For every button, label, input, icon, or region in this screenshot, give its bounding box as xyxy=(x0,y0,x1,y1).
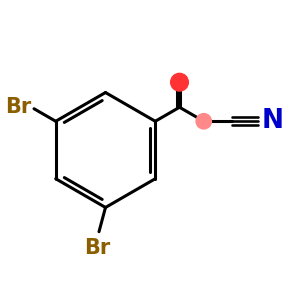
Text: Br: Br xyxy=(84,238,111,258)
Text: Br: Br xyxy=(5,97,31,117)
Circle shape xyxy=(171,74,188,91)
Text: N: N xyxy=(262,108,284,134)
Circle shape xyxy=(196,114,212,129)
